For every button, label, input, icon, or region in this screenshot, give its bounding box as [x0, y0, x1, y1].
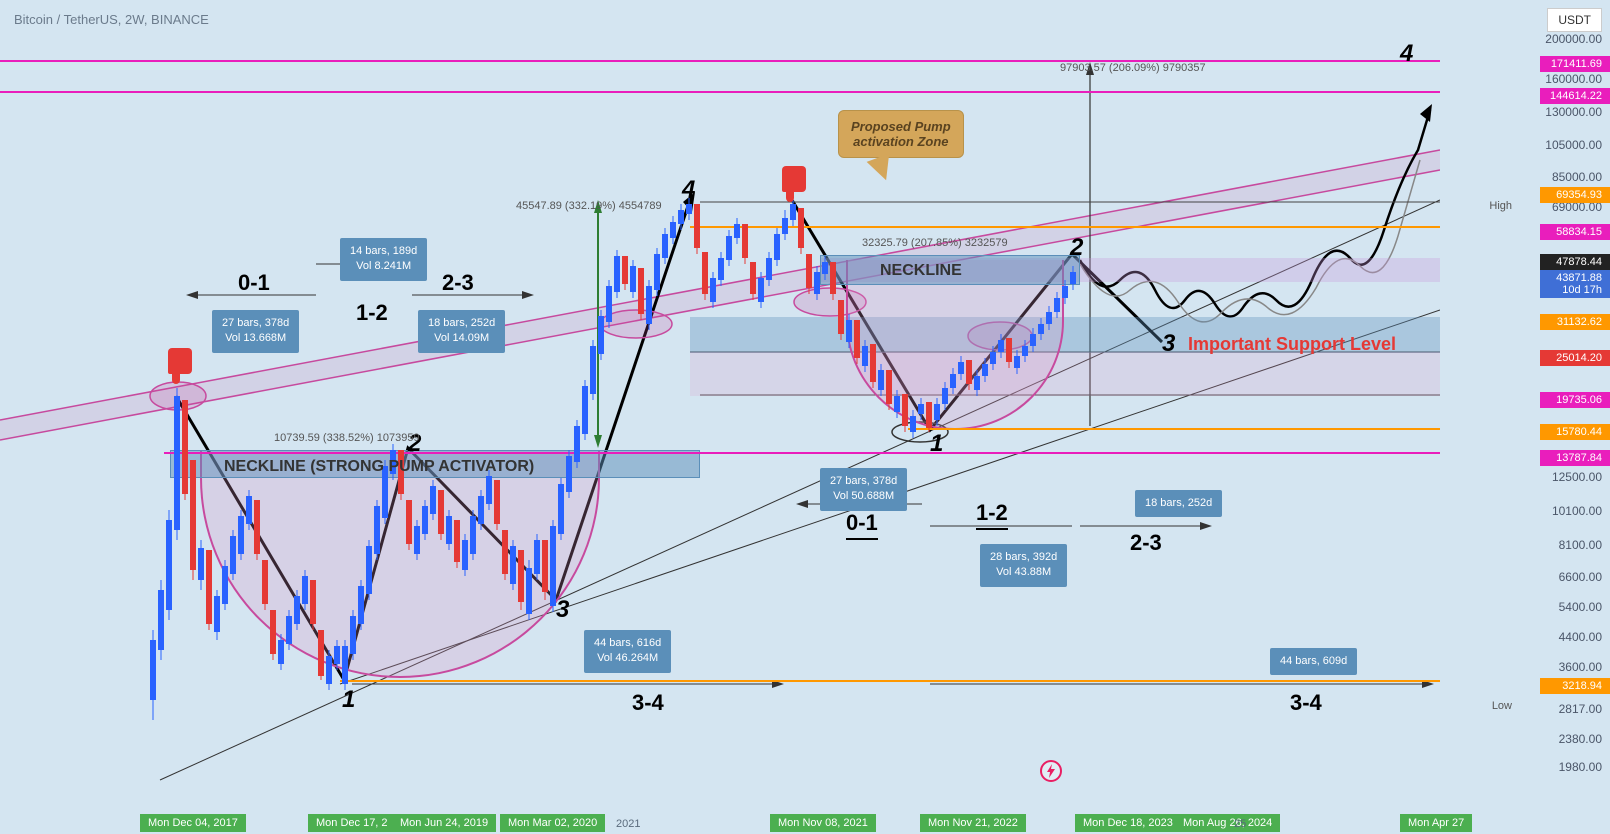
neckline-label: NECKLINE: [880, 262, 962, 280]
section-label: 0-1: [846, 510, 878, 540]
measurement-text: 45547.89 (332.19%) 4554789: [516, 200, 662, 212]
callout-pump-zone: Proposed Pump activation Zone: [838, 110, 964, 158]
bars-info-box: 18 bars, 252dVol 14.09M: [418, 310, 505, 353]
price-tick: 5400.00: [1559, 600, 1602, 614]
horizontal-level: [908, 428, 1440, 430]
price-badge: 144614.22: [1540, 88, 1610, 104]
measurement-text: 97903.57 (206.09%) 9790357: [1060, 62, 1206, 74]
wave-label: 3: [1162, 330, 1175, 358]
section-label: 3-4: [1290, 690, 1322, 716]
section-label: 3-4: [632, 690, 664, 716]
low-marker: Low: [1492, 700, 1512, 712]
chart-title: Bitcoin / TetherUS, 2W, BINANCE: [14, 12, 209, 27]
section-label: 2-3: [442, 270, 474, 296]
bars-info-box: 44 bars, 616dVol 46.264M: [584, 630, 671, 673]
price-badge: 171411.69: [1540, 56, 1610, 72]
wave-label: 1: [930, 430, 943, 458]
wave-label: 4: [1400, 40, 1413, 68]
price-tick: 200000.00: [1545, 32, 1602, 46]
price-tick: 2817.00: [1559, 702, 1602, 716]
date-marker: Mon Jun 24, 2019: [392, 814, 496, 832]
high-marker: High: [1489, 200, 1512, 212]
year-marker: 2021: [616, 818, 640, 830]
price-tick: 85000.00: [1552, 170, 1602, 184]
date-marker: Mon Nov 21, 2022: [920, 814, 1026, 832]
horizontal-level: [0, 91, 1440, 93]
support-level-text: Important Support Level: [1188, 334, 1396, 355]
price-tick: 2380.00: [1559, 732, 1602, 746]
wave-label: 1: [342, 686, 355, 714]
chart-area[interactable]: Bitcoin / TetherUS, 2W, BINANCE: [0, 0, 1440, 834]
date-marker: Mon Nov 08, 2021: [770, 814, 876, 832]
price-badge: 19735.06: [1540, 392, 1610, 408]
date-marker: Mon Dec 04, 2017: [140, 814, 246, 832]
date-marker: Mon Aug 26, 2024: [1175, 814, 1280, 832]
price-tick: 10100.00: [1552, 504, 1602, 518]
price-badge: 47878.44: [1540, 254, 1610, 270]
candles: [0, 0, 1440, 834]
price-badge: 25014.20: [1540, 350, 1610, 366]
price-tick: 12500.00: [1552, 470, 1602, 484]
section-label: 2-3: [1130, 530, 1162, 556]
horizontal-level: [0, 60, 1440, 62]
bars-info-box: 27 bars, 378dVol 13.668M: [212, 310, 299, 353]
price-badge: 58834.15: [1540, 224, 1610, 240]
horizontal-level: [690, 226, 1440, 228]
price-tick: 6600.00: [1559, 570, 1602, 584]
bars-info-box: 18 bars, 252d: [1135, 490, 1222, 517]
wave-label: 2: [1070, 234, 1083, 262]
replay-icon[interactable]: [1040, 760, 1062, 782]
section-label: 1-2: [356, 300, 388, 326]
year-marker: 25: [1234, 818, 1246, 830]
price-tick: 130000.00: [1545, 105, 1602, 119]
price-tick: 4400.00: [1559, 630, 1602, 644]
price-badge: 15780.44: [1540, 424, 1610, 440]
price-tick: 105000.00: [1545, 138, 1602, 152]
measurement-text: 10739.59 (338.52%) 1073959: [274, 432, 420, 444]
thumbs-down-icon: [168, 348, 196, 386]
measurement-text: 32325.79 (207.85%) 3232579: [862, 237, 1008, 249]
bars-info-box: 28 bars, 392dVol 43.88M: [980, 544, 1067, 587]
price-badge: 13787.84: [1540, 450, 1610, 466]
cup-pattern: [846, 260, 1064, 430]
bars-info-box: 14 bars, 189dVol 8.241M: [340, 238, 427, 281]
bars-info-box: 44 bars, 609d: [1270, 648, 1357, 675]
price-axis[interactable]: USDT 200000.00 160000.00 130000.00 105000.0…: [1440, 0, 1610, 834]
price-badge: 43871.8810d 17h: [1540, 270, 1610, 298]
price-tick: 3600.00: [1559, 660, 1602, 674]
callout-tail: [867, 154, 898, 185]
wave-label: 4: [682, 176, 695, 204]
date-marker: Mon Dec 18, 2023: [1075, 814, 1181, 832]
price-tick: 1980.00: [1559, 760, 1602, 774]
wave-label: 3: [556, 596, 569, 624]
date-marker: Mon Mar 02, 2020: [500, 814, 605, 832]
section-label: 1-2: [976, 500, 1008, 530]
date-marker: Mon Dec 17, 2: [308, 814, 396, 832]
horizontal-level: [340, 680, 1440, 682]
thumbs-down-icon: [782, 166, 810, 204]
price-tick: 8100.00: [1559, 538, 1602, 552]
price-badge: 69354.93: [1540, 187, 1610, 203]
price-tick: 160000.00: [1545, 72, 1602, 86]
section-label: 0-1: [238, 270, 270, 296]
price-badge: 31132.62: [1540, 314, 1610, 330]
price-badge: 3218.94: [1540, 678, 1610, 694]
currency-badge: USDT: [1547, 8, 1602, 32]
cup-pattern: [200, 450, 600, 678]
horizontal-level: [164, 452, 1440, 454]
bars-info-box: 27 bars, 378dVol 50.688M: [820, 468, 907, 511]
neckline-label: NECKLINE (STRONG PUMP ACTIVATOR): [224, 458, 534, 476]
trend-lines: [0, 0, 1440, 834]
